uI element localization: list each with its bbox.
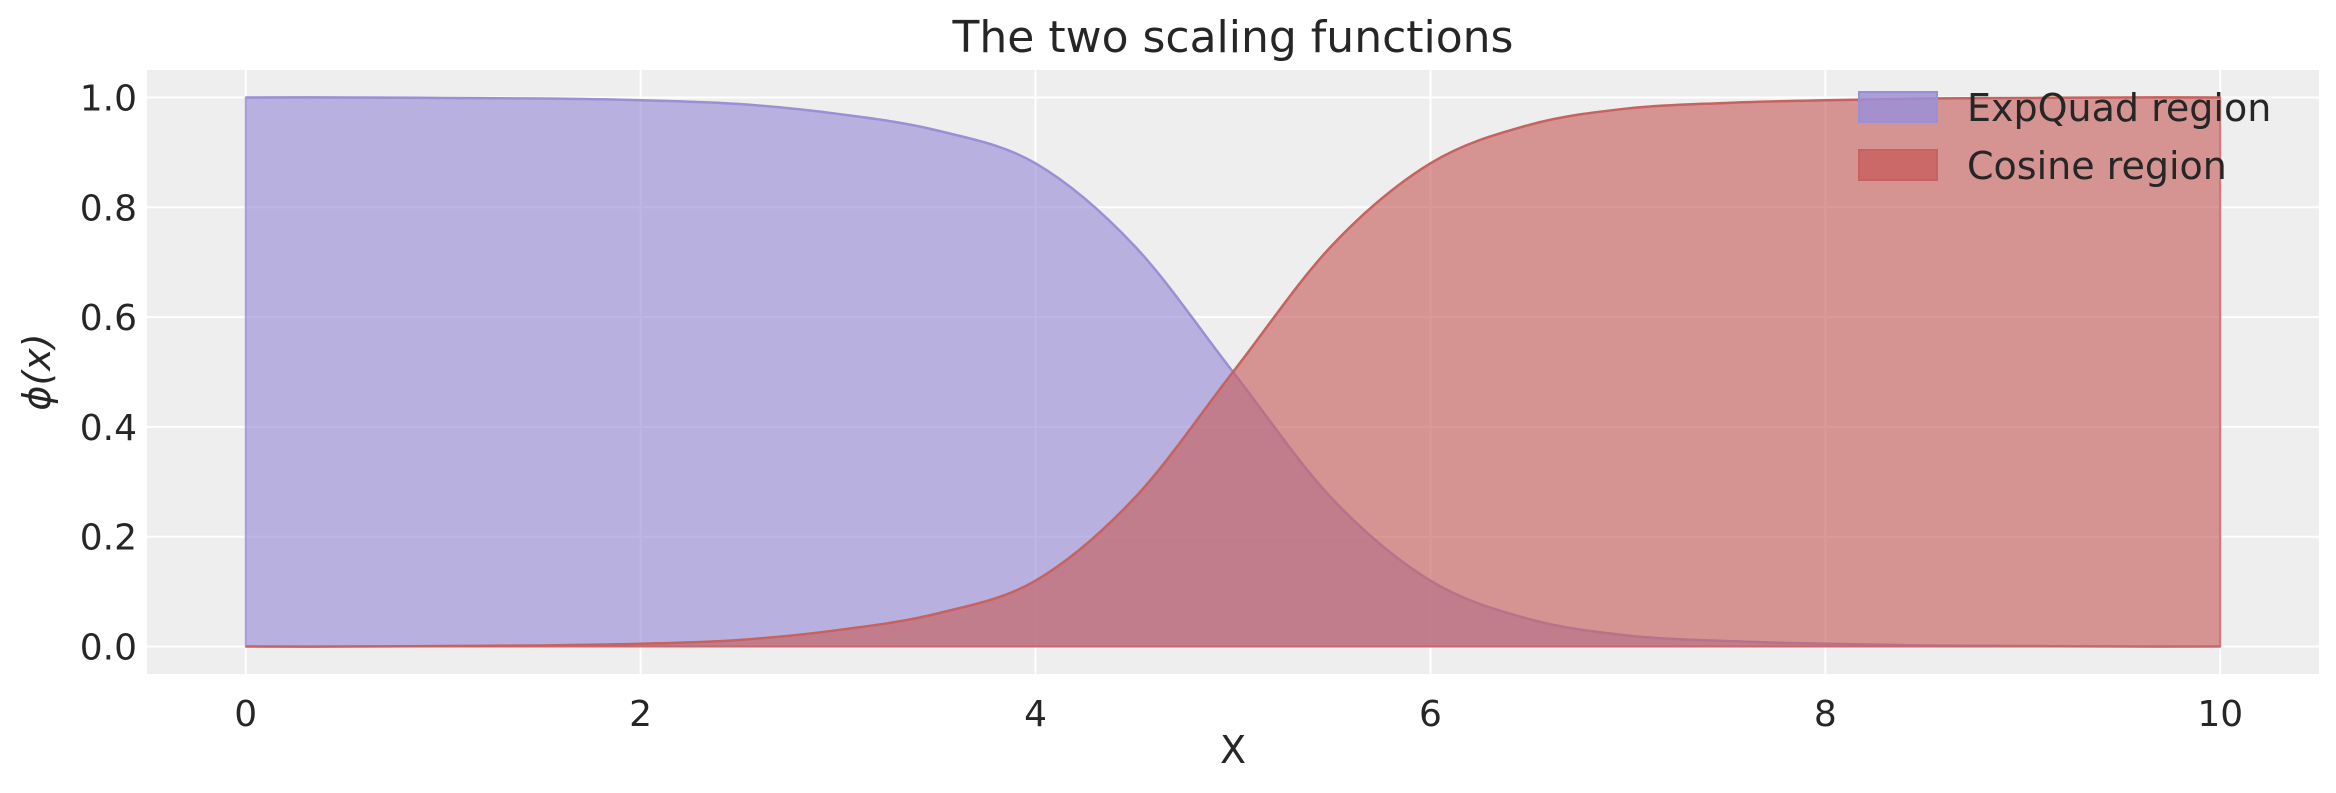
- x-tick-label: 4: [1024, 694, 1047, 735]
- y-tick-label: 1.0: [80, 78, 137, 119]
- legend-swatch-cosine-region: [1858, 149, 1938, 181]
- series-layer: [244, 96, 2222, 648]
- x-tick-label: 8: [1814, 694, 1837, 735]
- chart-title: The two scaling functions: [952, 12, 1514, 63]
- y-tick-label: 0.4: [80, 408, 137, 449]
- legend-label-cosine-region: Cosine region: [1967, 144, 2227, 188]
- legend: ExpQuad region Cosine region: [1858, 86, 2271, 188]
- y-axis-label: ϕ(x): [15, 333, 59, 410]
- legend-label-expquad-region: ExpQuad region: [1967, 86, 2271, 130]
- y-tick-labels: 0.0 0.2 0.4 0.6 0.8 1.0: [80, 78, 137, 668]
- x-axis-label: X: [1220, 728, 1246, 772]
- y-tick-label: 0.2: [80, 518, 137, 559]
- y-tick-label: 0.6: [80, 298, 137, 339]
- y-tick-label: 0.0: [80, 628, 137, 669]
- x-tick-labels: 0 2 4 6 8 10: [234, 694, 2243, 735]
- y-tick-label: 0.8: [80, 188, 137, 229]
- x-tick-label: 2: [629, 694, 652, 735]
- legend-swatch-expquad-region: [1858, 91, 1938, 123]
- x-tick-label: 6: [1419, 694, 1442, 735]
- x-tick-label: 0: [234, 694, 257, 735]
- x-tick-label: 10: [2197, 694, 2243, 735]
